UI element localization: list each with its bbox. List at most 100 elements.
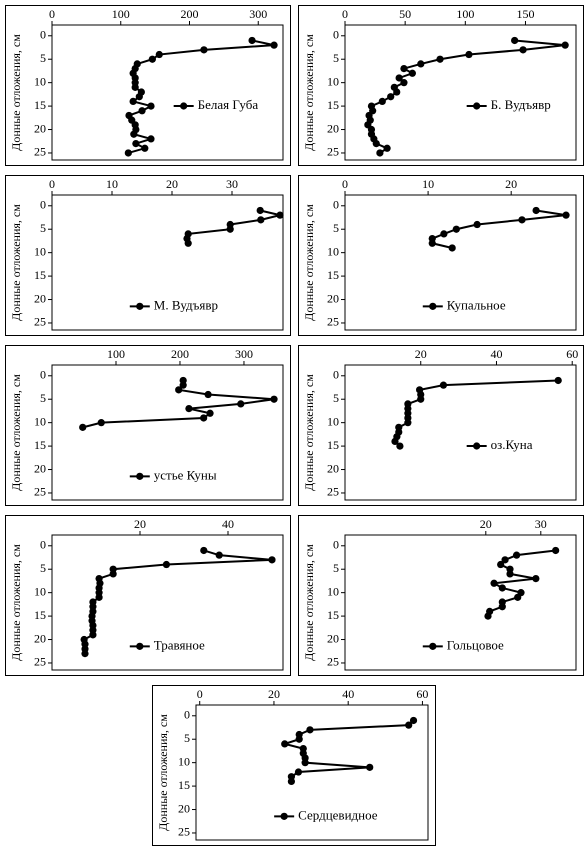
y-tick-label: 15	[34, 268, 46, 282]
plot-frame	[51, 194, 284, 331]
data-point	[372, 139, 380, 148]
chart-panel: Донные отложения, см 20 40 0 5 10 15 20 25 Травян…	[5, 515, 291, 676]
data-point	[428, 239, 436, 247]
y-tick-label: 0	[40, 368, 46, 382]
chart-panel: Донные отложения, см 20 40 60 0 5 10 15 20 25 оз.К…	[298, 345, 584, 506]
y-tick-label: 25	[327, 655, 339, 669]
data-point	[400, 64, 408, 73]
data-point	[175, 386, 183, 394]
plot-frame	[51, 364, 284, 501]
data-point	[387, 93, 395, 101]
data-point	[226, 225, 234, 233]
x-tick-label: 10	[106, 177, 118, 191]
y-tick-label: 5	[40, 51, 46, 65]
panel-frame	[5, 515, 291, 676]
y-tick-label: 0	[40, 538, 46, 552]
plot-frame	[344, 194, 577, 331]
x-tick-label: 20	[268, 687, 280, 701]
x-tick-label: 60	[566, 347, 578, 361]
data-point	[200, 46, 208, 54]
data-point	[532, 206, 540, 215]
y-tick-label: 20	[327, 631, 339, 645]
y-tick-label: 10	[34, 74, 46, 88]
data-point	[200, 414, 208, 422]
data-point	[518, 216, 526, 224]
data-point	[257, 216, 265, 224]
y-tick-label: 10	[34, 414, 46, 428]
y-tick-label: 10	[34, 584, 46, 598]
data-point	[256, 206, 264, 215]
x-tick-label: 20	[415, 347, 427, 361]
data-point	[204, 390, 212, 399]
data-point	[276, 211, 284, 219]
chart-panel: Донные отложения, см 0 10 20 0 5 10 15 20 25 Купал…	[298, 175, 584, 336]
legend-marker	[473, 442, 481, 450]
y-tick-label: 5	[333, 51, 339, 65]
panel-frame	[298, 345, 584, 506]
data-point	[135, 93, 143, 101]
panel-frame	[152, 685, 436, 846]
y-tick-label: 5	[40, 221, 46, 235]
y-tick-label: 20	[34, 631, 46, 645]
y-tick-label: 25	[34, 485, 46, 499]
data-point	[465, 50, 473, 59]
data-point	[378, 97, 386, 106]
data-point	[404, 419, 412, 427]
data-point	[147, 135, 155, 143]
y-axis-label: Донные отложения, см	[156, 714, 170, 831]
data-point	[552, 546, 560, 555]
x-tick-label: 0	[342, 7, 348, 21]
data-point	[185, 404, 193, 413]
y-tick-label: 20	[327, 291, 339, 305]
x-tick-label: 50	[399, 7, 411, 21]
x-tick-label: 30	[535, 517, 547, 531]
data-point	[270, 395, 278, 403]
y-tick-label: 15	[178, 778, 190, 792]
data-point	[200, 546, 208, 555]
y-tick-label: 20	[178, 801, 190, 815]
y-tick-label: 10	[327, 244, 339, 258]
x-tick-label: 200	[181, 7, 199, 21]
series-line	[185, 209, 281, 244]
data-point	[184, 239, 192, 247]
x-tick-label: 20	[166, 177, 178, 191]
y-tick-label: 25	[327, 315, 339, 329]
data-point	[400, 79, 408, 87]
data-point	[417, 395, 425, 403]
plot-frame	[51, 24, 284, 161]
data-point	[532, 574, 540, 583]
panel-frame	[298, 175, 584, 336]
y-tick-label: 5	[40, 561, 46, 575]
plot-frame	[195, 704, 429, 841]
x-tick-label: 40	[490, 347, 502, 361]
x-tick-label: 0	[49, 177, 55, 191]
data-point	[484, 612, 492, 620]
y-tick-label: 5	[184, 731, 190, 745]
y-tick-label: 20	[34, 121, 46, 135]
legend-label: М. Вудъявр	[154, 297, 218, 312]
data-point	[448, 244, 456, 252]
y-tick-label: 5	[40, 391, 46, 405]
y-tick-label: 25	[327, 145, 339, 159]
data-point	[301, 759, 309, 767]
x-tick-label: 0	[49, 7, 55, 21]
data-point	[148, 55, 156, 63]
y-tick-label: 15	[34, 608, 46, 622]
data-point	[519, 46, 527, 54]
legend-label: Белая Губа	[198, 97, 259, 112]
data-point	[270, 41, 278, 49]
y-tick-label: 15	[327, 98, 339, 112]
y-tick-label: 20	[34, 291, 46, 305]
data-point	[95, 593, 103, 601]
y-tick-label: 10	[178, 754, 190, 768]
data-point	[513, 551, 521, 559]
y-tick-label: 20	[327, 461, 339, 475]
data-point	[89, 631, 97, 639]
y-tick-label: 0	[333, 28, 339, 42]
y-tick-label: 10	[327, 584, 339, 598]
data-point	[268, 556, 276, 564]
x-tick-label: 30	[226, 177, 238, 191]
x-tick-label: 60	[416, 687, 428, 701]
panel-frame	[5, 5, 291, 166]
panel-frame	[5, 175, 291, 336]
